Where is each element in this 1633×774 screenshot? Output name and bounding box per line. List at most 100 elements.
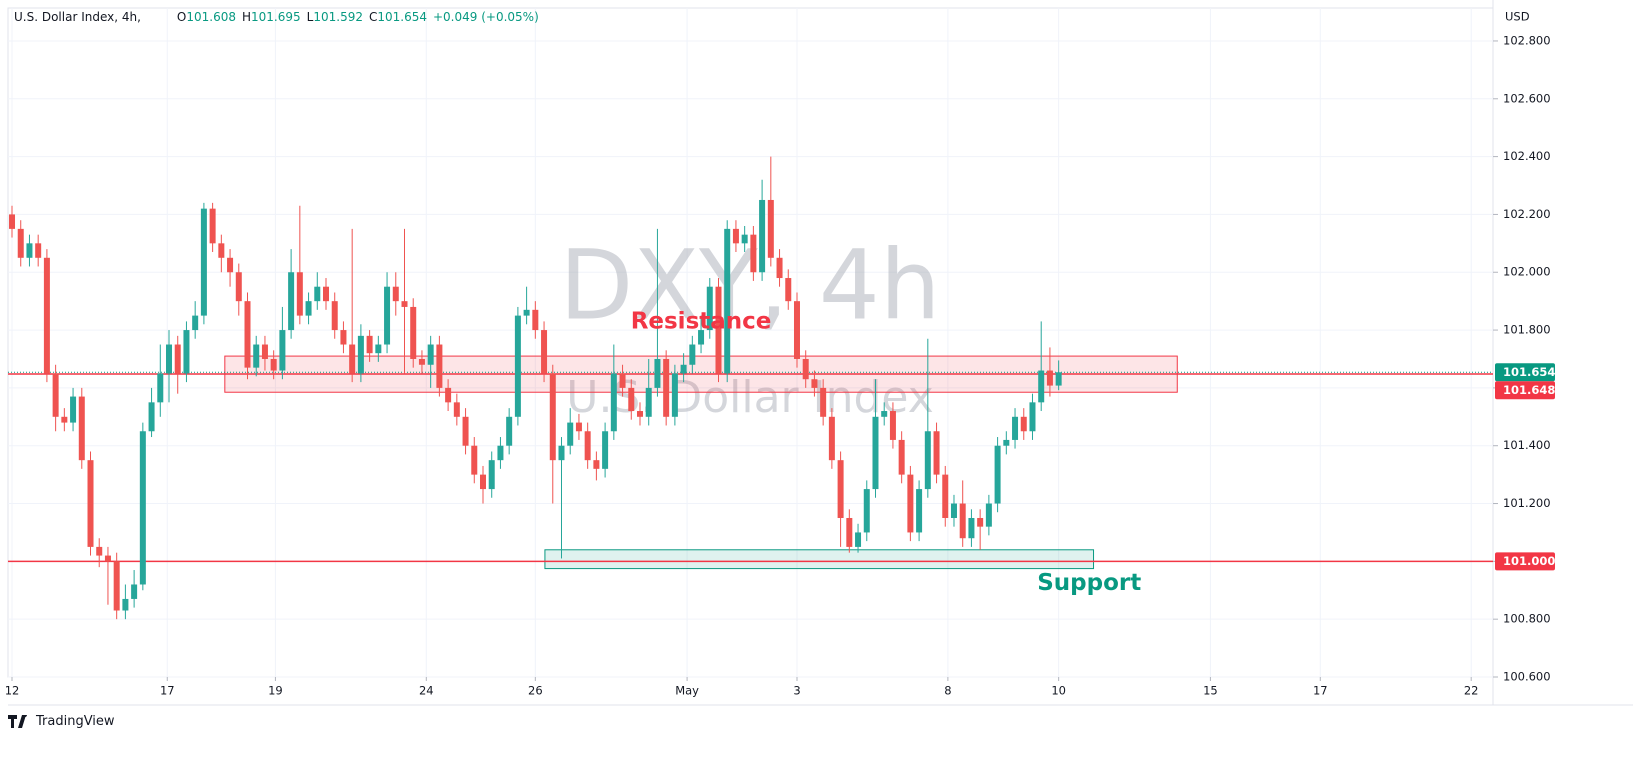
legend-key: L	[306, 10, 314, 24]
candle-body	[567, 422, 574, 446]
candle-body	[218, 243, 225, 258]
candle-body	[645, 387, 652, 417]
brand[interactable]: TradingView	[8, 714, 115, 729]
candle-body	[698, 330, 705, 345]
candle-body	[872, 416, 879, 490]
symbol-legend: U.S. Dollar Index, 4h, O101.608 H101.695 L1…	[14, 10, 539, 24]
candle-body	[532, 309, 539, 331]
candle-body	[793, 301, 800, 359]
candle-body	[889, 411, 896, 440]
candle-body	[959, 503, 966, 539]
candle-body	[802, 358, 809, 380]
candle-body	[654, 358, 661, 388]
candle-body	[881, 411, 888, 417]
candle-body	[619, 373, 626, 388]
candle-body	[200, 208, 207, 316]
candle-body	[610, 373, 617, 432]
candle-body	[663, 358, 670, 417]
brand-name: TradingView	[36, 714, 115, 729]
price-tag	[1495, 381, 1555, 400]
candle-body	[52, 373, 59, 417]
candle-body	[1029, 402, 1036, 432]
price-tag-label: 101.000	[1503, 554, 1555, 568]
candle-body	[584, 431, 591, 461]
candle-body	[270, 358, 277, 371]
candle-body	[331, 301, 338, 331]
candle-body	[741, 234, 748, 244]
x-tick-label: 17	[160, 684, 175, 698]
y-tick-label: 101.200	[1503, 496, 1551, 510]
y-tick-label: 101.800	[1503, 323, 1551, 337]
candle-body	[602, 431, 609, 469]
symbol-title: U.S. Dollar Index, 4h,	[14, 10, 141, 24]
candle-body	[575, 422, 582, 432]
candle-body	[1012, 416, 1019, 440]
candle-body	[148, 402, 155, 432]
candle-body	[427, 344, 434, 365]
candle-body	[828, 416, 835, 461]
candle-body	[942, 474, 949, 518]
candle-body	[113, 561, 120, 611]
candle-body	[907, 474, 914, 533]
legend-value: 101.695	[251, 10, 301, 24]
candle-body	[689, 344, 696, 365]
candle-body	[628, 387, 635, 412]
candle-body	[549, 373, 556, 461]
x-tick-label: 24	[419, 684, 434, 698]
legend-value: 101.654	[377, 10, 427, 24]
zone	[544, 549, 1095, 570]
candle-body	[916, 489, 923, 533]
candle-body	[139, 431, 146, 585]
candle-body	[35, 243, 42, 258]
candle-body	[558, 445, 565, 461]
candle-body	[17, 228, 24, 258]
watermark: DXY, 4h	[559, 229, 940, 341]
candle-body	[340, 330, 347, 345]
candle-body	[261, 344, 268, 359]
candle-body	[26, 243, 33, 258]
candle-body	[453, 402, 460, 417]
candle-body	[968, 517, 975, 539]
candle-body	[924, 431, 931, 490]
candle-body	[820, 387, 827, 417]
x-tick-label: 8	[944, 684, 951, 698]
zone-label: Support	[1037, 570, 1141, 596]
candle-body	[314, 286, 321, 302]
candle-body	[418, 358, 425, 365]
x-tick-label: 19	[268, 684, 283, 698]
candle-body	[977, 517, 984, 527]
candle-body	[296, 272, 303, 316]
legend-value: 101.608	[186, 10, 236, 24]
candle-body	[1020, 416, 1027, 432]
y-tick-label: 102.800	[1503, 33, 1551, 47]
x-tick-label: 26	[528, 684, 543, 698]
currency-label: USD	[1505, 10, 1530, 24]
candle-body	[87, 460, 94, 547]
candle-body	[863, 489, 870, 533]
candle-body	[506, 416, 513, 446]
candle-body	[846, 517, 853, 547]
x-tick-label: 15	[1203, 684, 1218, 698]
y-tick-label: 100.800	[1503, 612, 1551, 626]
zone-label: Resistance	[631, 309, 772, 335]
candle-body	[523, 309, 530, 316]
x-tick-label: 10	[1051, 684, 1066, 698]
candle-body	[244, 301, 251, 368]
x-tick-label: 3	[793, 684, 800, 698]
candle-body	[235, 272, 242, 302]
legend-value: 101.592	[313, 10, 363, 24]
candle-body	[410, 306, 417, 359]
candle-body	[279, 330, 286, 371]
candle-body	[166, 344, 173, 374]
candle-body	[227, 257, 234, 273]
candle-body	[323, 286, 330, 302]
candle-body	[471, 445, 478, 475]
y-tick-label: 100.600	[1503, 670, 1551, 684]
y-tick-label: 102.200	[1503, 207, 1551, 221]
candle-body	[706, 286, 713, 331]
candle-body	[671, 373, 678, 417]
candle-body	[1003, 439, 1010, 446]
candle-body	[131, 584, 138, 599]
candle-body	[636, 411, 643, 417]
